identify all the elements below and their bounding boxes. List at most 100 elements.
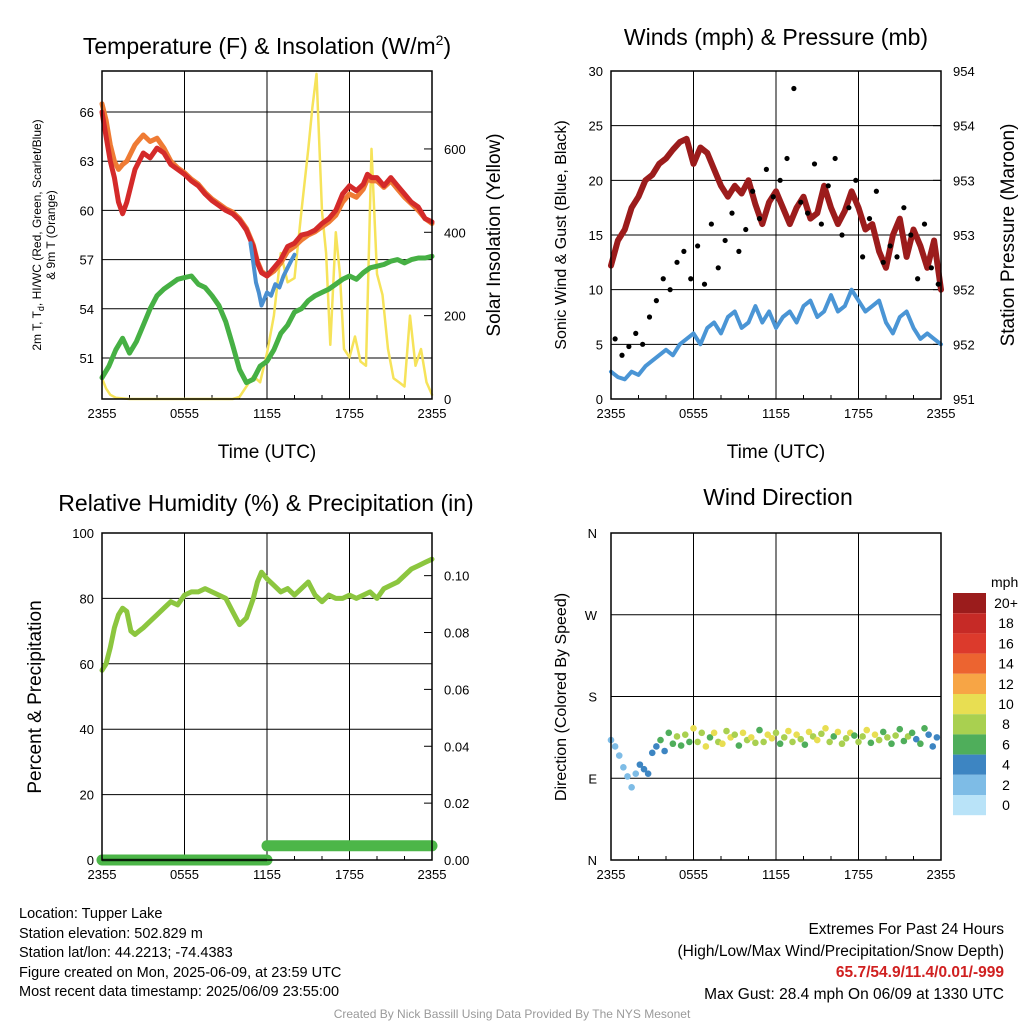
x-tick-label: 2355	[597, 867, 626, 882]
right-tick-label: 0.00	[444, 853, 469, 868]
y-tick-label: 60	[80, 203, 94, 218]
y-tick-label: 20	[80, 788, 94, 803]
direction-point	[747, 734, 755, 741]
recent-timestamp: Most recent data timestamp: 2025/06/09 2…	[19, 984, 340, 1001]
winds-title: Winds (mph) & Pressure (mb)	[624, 24, 928, 50]
humidity-title: Relative Humidity (%) & Precipitation (i…	[58, 490, 473, 516]
direction-point	[644, 770, 652, 778]
extremes-values: 65.7/54.9/11.4/0.01/-999	[835, 964, 1004, 981]
temperature-title: Temperature (F) & Insolation (W/m2)	[83, 32, 451, 59]
y-tick-label: 54	[80, 302, 94, 317]
direction-point	[892, 732, 899, 739]
y-tick-label: 25	[589, 119, 603, 134]
right-tick-label: 952	[953, 283, 975, 298]
gust-point	[880, 259, 886, 265]
right-tick-label: 954	[953, 119, 975, 134]
y-tick-label: 30	[589, 64, 603, 79]
x-tick-label: 2355	[418, 406, 447, 421]
direction-point	[801, 741, 809, 748]
gust-point	[612, 336, 618, 342]
x-tick-label: 2355	[597, 406, 626, 421]
legend-label: 0	[1002, 797, 1010, 813]
gust-point	[908, 232, 914, 238]
direction-point	[826, 738, 833, 746]
gust-point	[743, 226, 749, 233]
temperature-xlabel: Time (UTC)	[218, 442, 317, 463]
right-tick-label: 600	[444, 142, 466, 157]
series-sonic-wind	[609, 287, 943, 382]
direction-point	[628, 784, 635, 791]
direction-point	[921, 724, 928, 732]
direction-point	[710, 729, 718, 737]
gust-point	[619, 352, 625, 358]
temperature-ylabel-right: Solar Insolation (Yellow)	[484, 133, 505, 336]
legend-swatch	[953, 714, 986, 735]
direction-point	[912, 735, 920, 743]
legend-swatch	[953, 754, 986, 775]
station-info: Location: Tupper Lake Station elevation:…	[19, 905, 341, 1003]
direction-point	[855, 738, 862, 746]
direction-point	[669, 740, 677, 748]
direction-point	[785, 727, 792, 735]
direction-point	[822, 724, 829, 732]
gust-point	[894, 254, 900, 260]
direction-point	[793, 731, 800, 738]
gust-point	[763, 166, 769, 172]
direction-tick-label: S	[588, 690, 597, 705]
y-tick-label: 60	[80, 657, 94, 672]
direction-point	[780, 734, 788, 741]
y-tick-label: 100	[72, 526, 94, 541]
plot-border	[610, 70, 942, 400]
y-tick-label: 63	[80, 154, 94, 169]
direction-point	[851, 732, 858, 739]
direction-point	[681, 731, 689, 738]
direction-point	[694, 738, 701, 746]
direction-point	[760, 738, 767, 746]
direction-point	[702, 743, 710, 750]
y-tick-label: 0	[596, 392, 603, 407]
y-tick-label: 57	[80, 253, 94, 268]
extremes-info: Extremes For Past 24 Hours (High/Low/Max…	[678, 919, 1005, 1005]
gust-point	[653, 298, 659, 304]
gust-point	[811, 161, 818, 167]
direction-point	[789, 738, 796, 746]
right-tick-label: 0.02	[444, 796, 469, 811]
direction-point	[752, 739, 759, 747]
direction-point	[776, 740, 784, 748]
legend-swatch	[953, 633, 986, 654]
max-gust: Max Gust: 28.4 mph On 06/09 at 1330 UTC	[704, 985, 1004, 1003]
direction-point	[830, 733, 838, 740]
legend-swatch	[953, 774, 986, 795]
direction-point	[842, 734, 850, 742]
direction-point	[925, 731, 932, 738]
gust-point	[646, 314, 653, 320]
x-tick-label: 1155	[253, 406, 281, 421]
direction-point	[888, 740, 895, 748]
right-tick-label: 0.08	[444, 626, 469, 641]
gust-point	[701, 281, 708, 287]
direction-point	[665, 729, 673, 737]
x-tick-label: 2355	[927, 406, 956, 421]
direction-point	[818, 730, 825, 738]
x-tick-label: 0555	[679, 406, 708, 421]
gust-point	[633, 330, 639, 336]
gust-point	[791, 85, 797, 92]
gust-point	[832, 155, 838, 162]
direction-point	[797, 735, 805, 743]
temperature-ylabel-line2: & 9m T (Orange)	[44, 190, 58, 280]
right-tick-label: 952	[953, 337, 975, 352]
x-tick-label: 1755	[335, 406, 364, 421]
direction-tick-label: N	[588, 853, 597, 868]
series-hi-wc	[248, 241, 297, 308]
gust-point	[708, 221, 714, 227]
right-tick-label: 953	[953, 228, 975, 243]
gust-point	[873, 188, 879, 194]
x-tick-label: 0555	[679, 867, 708, 882]
x-tick-label: 2355	[88, 867, 117, 882]
x-tick-label: 1155	[762, 406, 790, 421]
direction-point	[648, 749, 656, 757]
right-tick-label: 953	[953, 173, 975, 188]
